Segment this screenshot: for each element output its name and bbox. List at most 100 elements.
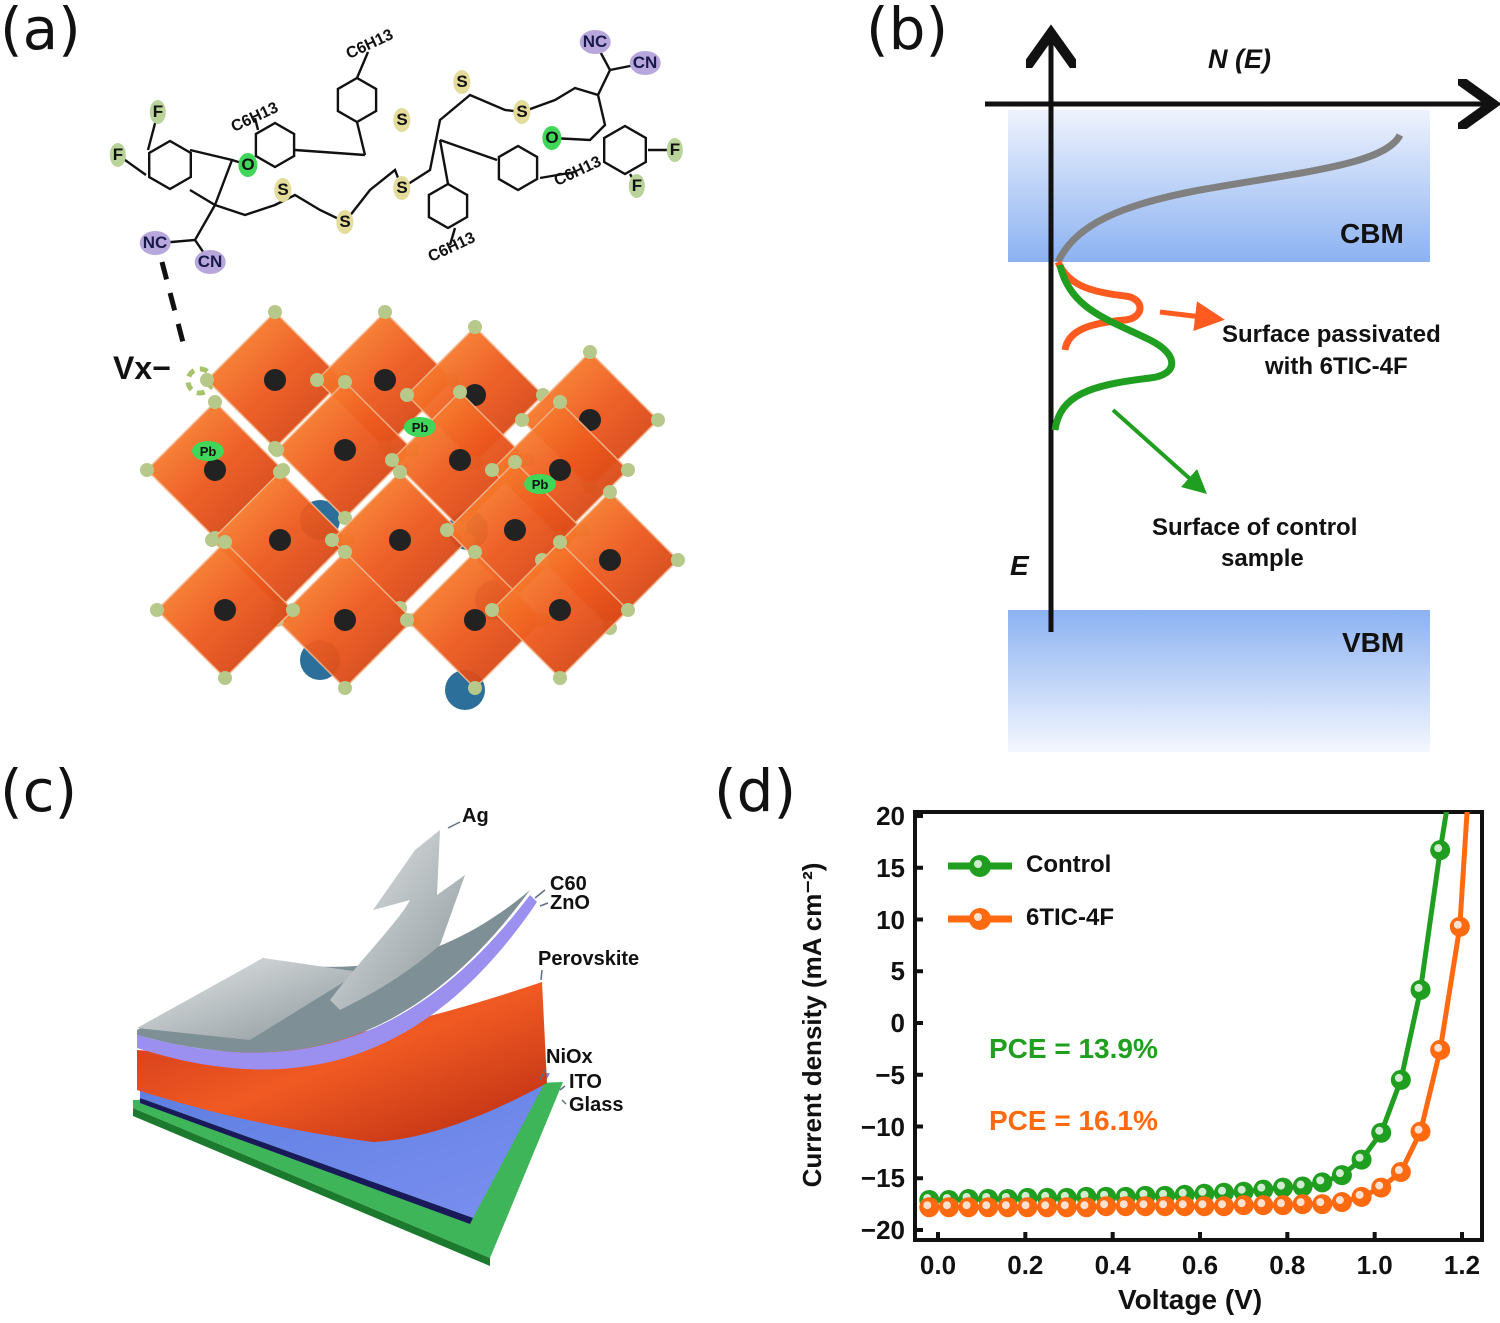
- data-point-highlight: [1414, 983, 1423, 992]
- x-axis-label: Voltage (V): [1118, 1284, 1263, 1315]
- data-point-highlight: [1434, 844, 1443, 853]
- atom-label-sulfur: S: [393, 176, 411, 200]
- halide-atom: [485, 603, 499, 617]
- data-point-highlight: [1237, 1199, 1246, 1208]
- benzo-ring: [147, 139, 193, 191]
- halide-atom: [508, 455, 522, 469]
- halide-atom: [553, 671, 567, 685]
- data-point-highlight: [1453, 920, 1462, 929]
- data-point-highlight: [1139, 1200, 1148, 1209]
- passivated-arrow: [1159, 301, 1225, 332]
- panel-c-graphic: [133, 821, 567, 1266]
- lead-atom: [204, 459, 226, 481]
- data-point-highlight: [1316, 1176, 1325, 1185]
- lead-atom: [334, 439, 356, 461]
- halide-atom: [468, 320, 482, 334]
- data-point-highlight: [1100, 1200, 1109, 1209]
- data-point-highlight: [1119, 1200, 1128, 1209]
- pce-control: PCE = 13.9%: [989, 1033, 1158, 1064]
- pb-label: Pb: [532, 477, 549, 492]
- phenyl-ring: [497, 144, 539, 192]
- data-point-highlight: [982, 1201, 991, 1210]
- halide-atom: [150, 603, 164, 617]
- energy-axis-label: E: [1010, 550, 1029, 581]
- halide-atom: [140, 463, 154, 477]
- data-point-highlight: [1139, 1189, 1148, 1198]
- halide-atom: [268, 305, 282, 319]
- passivated-label-line2: with 6TIC-4F: [1265, 353, 1408, 380]
- pb-marker: [524, 474, 556, 494]
- lead-atom: [374, 369, 396, 391]
- y-tick-label: −5: [875, 1059, 905, 1090]
- data-point-highlight: [1001, 1201, 1010, 1210]
- phenyl-ring: [254, 121, 296, 169]
- lead-atom: [389, 529, 411, 551]
- y-tick-label: 0: [890, 1008, 905, 1038]
- y-tick-label: 15: [876, 852, 905, 883]
- data-point-highlight: [1159, 1189, 1168, 1198]
- panel-label-a: (a): [0, 0, 81, 63]
- data-point-highlight: [1257, 1199, 1266, 1208]
- lead-atom: [464, 609, 486, 631]
- lead-atom: [549, 459, 571, 481]
- pb-label: Pb: [200, 444, 217, 459]
- control-arrow: [1111, 408, 1207, 494]
- cbm-label: CBM: [1340, 218, 1404, 249]
- y-tick-label: −15: [860, 1163, 905, 1194]
- halide-atom: [515, 413, 529, 427]
- pb-label: Pb: [412, 420, 429, 435]
- layer-label-perovskite: Perovskite: [538, 948, 640, 970]
- halide-atom: [553, 395, 567, 409]
- atom-label-sulfur: S: [513, 100, 531, 124]
- layer-label-glass: Glass: [569, 1094, 624, 1116]
- pb-marker: [192, 441, 224, 461]
- glass-layer-edge: [133, 1108, 490, 1266]
- halide-atom: [338, 545, 352, 559]
- atom-label-sulfur: S: [393, 108, 411, 132]
- data-point-highlight: [1276, 1181, 1285, 1190]
- data-point-highlight: [1021, 1201, 1030, 1210]
- halide-atom: [205, 533, 219, 547]
- passivated-label-line1: Surface passivated: [1222, 321, 1441, 348]
- halide-atom: [200, 373, 214, 387]
- pce-6tic-4f: PCE = 16.1%: [989, 1105, 1158, 1136]
- panel-label-d: (d): [714, 757, 797, 825]
- halide-atom: [453, 385, 467, 399]
- layer-label-ag: Ag: [462, 805, 489, 827]
- y-tick-label: −20: [860, 1215, 905, 1245]
- lead-atom: [599, 549, 621, 571]
- data-point-highlight: [962, 1201, 971, 1210]
- halide-atom: [603, 485, 617, 499]
- data-point-highlight: [1060, 1201, 1069, 1210]
- halide-atom: [440, 523, 454, 537]
- vbm-band: [1008, 610, 1430, 752]
- panel-label-b: (b): [866, 0, 949, 63]
- data-point-highlight: [1355, 1153, 1364, 1162]
- x-tick-label: 0.0: [919, 1250, 957, 1280]
- phenyl-ring: [427, 182, 469, 230]
- halide-atom: [621, 603, 635, 617]
- halide-atom: [338, 375, 352, 389]
- halide-atom: [621, 463, 635, 477]
- y-tick-label: 5: [890, 956, 905, 987]
- data-point-highlight: [1257, 1183, 1266, 1192]
- data-point-highlight: [1218, 1200, 1227, 1209]
- halide-atom: [338, 681, 352, 695]
- halide-atom: [378, 305, 392, 319]
- perovskite-layer: [137, 982, 547, 1142]
- x-tick-label: 1.0: [1356, 1250, 1393, 1280]
- halide-atom: [218, 535, 232, 549]
- atom-label-oxygen: O: [542, 126, 562, 150]
- lead-atom: [504, 519, 526, 541]
- data-point-highlight: [1316, 1198, 1325, 1207]
- data-point-highlight: [1355, 1190, 1364, 1199]
- x-tick-label: 0.8: [1269, 1250, 1306, 1280]
- atom-label-sulfur: S: [453, 70, 471, 94]
- atom-label-fluorine: F: [666, 138, 684, 162]
- series-line: [929, 812, 1449, 1203]
- data-point-highlight: [1198, 1187, 1207, 1196]
- vbm-label: VBM: [1342, 627, 1405, 658]
- lead-atom: [264, 369, 286, 391]
- halide-atom: [485, 463, 499, 477]
- x-tick-label: 1.2: [1443, 1250, 1481, 1280]
